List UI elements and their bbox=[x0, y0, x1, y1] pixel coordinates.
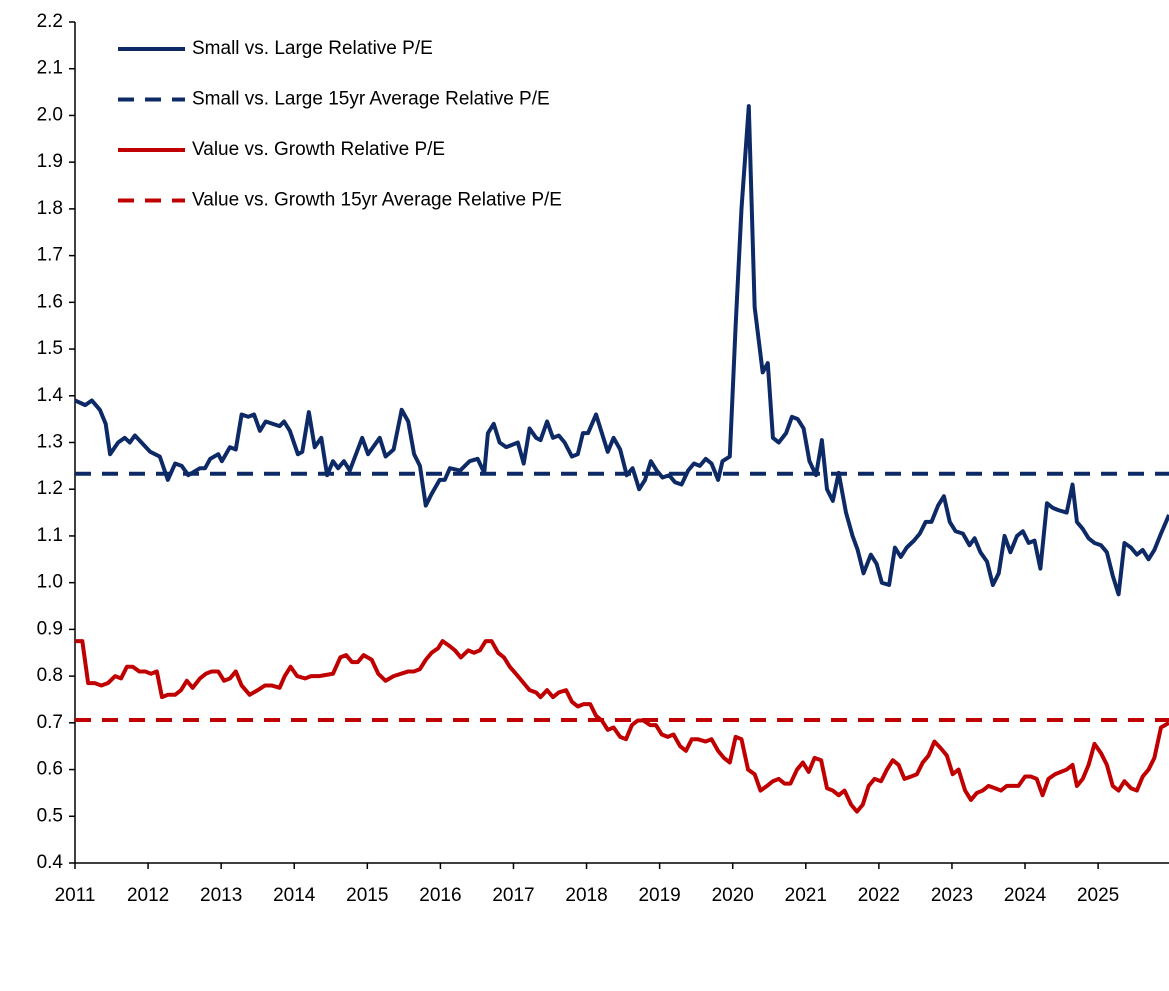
legend-label: Small vs. Large 15yr Average Relative P/… bbox=[192, 89, 550, 110]
y-tick-label: 0.7 bbox=[37, 712, 63, 733]
y-tick-label: 0.4 bbox=[37, 852, 64, 873]
x-tick-label: 2024 bbox=[1004, 885, 1047, 906]
legend-label: Small vs. Large Relative P/E bbox=[192, 38, 433, 59]
y-tick-label: 0.5 bbox=[37, 805, 63, 826]
y-tick-label: 2.1 bbox=[37, 58, 63, 79]
y-tick-label: 0.6 bbox=[37, 759, 63, 780]
x-tick-label: 2016 bbox=[419, 885, 461, 906]
y-tick-label: 1.5 bbox=[37, 338, 63, 359]
series-line bbox=[74, 104, 1169, 597]
y-tick-label: 2.0 bbox=[37, 104, 63, 125]
y-tick-label: 1.1 bbox=[37, 525, 63, 546]
x-tick-label: 2013 bbox=[200, 885, 242, 906]
y-tick-label: 1.4 bbox=[37, 385, 64, 406]
x-tick-label: 2019 bbox=[638, 885, 680, 906]
y-tick-label: 0.8 bbox=[37, 665, 63, 686]
x-tick-label: 2015 bbox=[346, 885, 388, 906]
x-tick-label: 2011 bbox=[55, 885, 96, 906]
y-tick-label: 0.9 bbox=[37, 618, 63, 639]
legend-label: Value vs. Growth Relative P/E bbox=[192, 139, 445, 160]
legend-label: Value vs. Growth 15yr Average Relative P… bbox=[192, 190, 562, 211]
y-tick-label: 1.9 bbox=[37, 151, 63, 172]
x-tick-label: 2014 bbox=[273, 885, 316, 906]
x-tick-label: 2021 bbox=[785, 885, 827, 906]
x-tick-label: 2017 bbox=[492, 885, 534, 906]
y-tick-label: 2.2 bbox=[37, 11, 63, 32]
y-tick-label: 1.6 bbox=[37, 291, 63, 312]
series-line bbox=[75, 639, 1169, 814]
y-tick-label: 1.7 bbox=[37, 245, 63, 266]
x-tick-label: 2022 bbox=[858, 885, 900, 906]
x-tick-label: 2018 bbox=[565, 885, 607, 906]
x-tick-label: 2025 bbox=[1077, 885, 1119, 906]
x-tick-label: 2020 bbox=[712, 885, 754, 906]
y-tick-label: 1.8 bbox=[37, 198, 63, 219]
y-tick-label: 1.3 bbox=[37, 432, 63, 453]
x-tick-label: 2012 bbox=[127, 885, 169, 906]
y-tick-label: 1.2 bbox=[37, 478, 63, 499]
y-tick-label: 1.0 bbox=[37, 572, 63, 593]
x-tick-label: 2023 bbox=[931, 885, 973, 906]
